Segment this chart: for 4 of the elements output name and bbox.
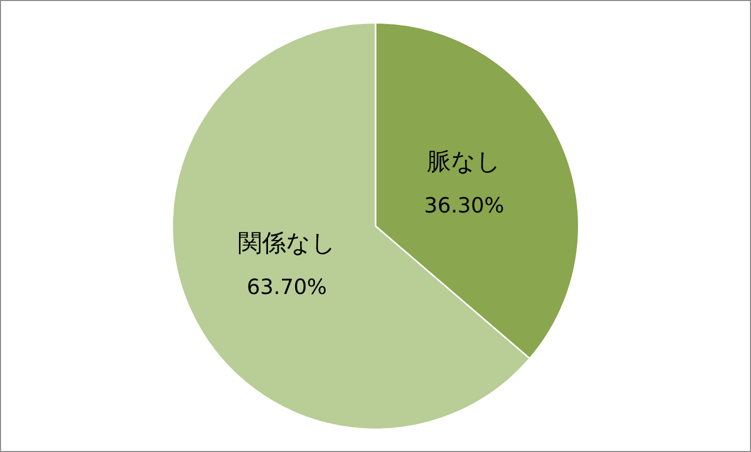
slice-label: 関係なし (238, 228, 336, 257)
slice-label: 脈なし (427, 148, 502, 176)
data-label: 36.30% (424, 194, 504, 218)
data-label: 63.70% (246, 275, 327, 300)
